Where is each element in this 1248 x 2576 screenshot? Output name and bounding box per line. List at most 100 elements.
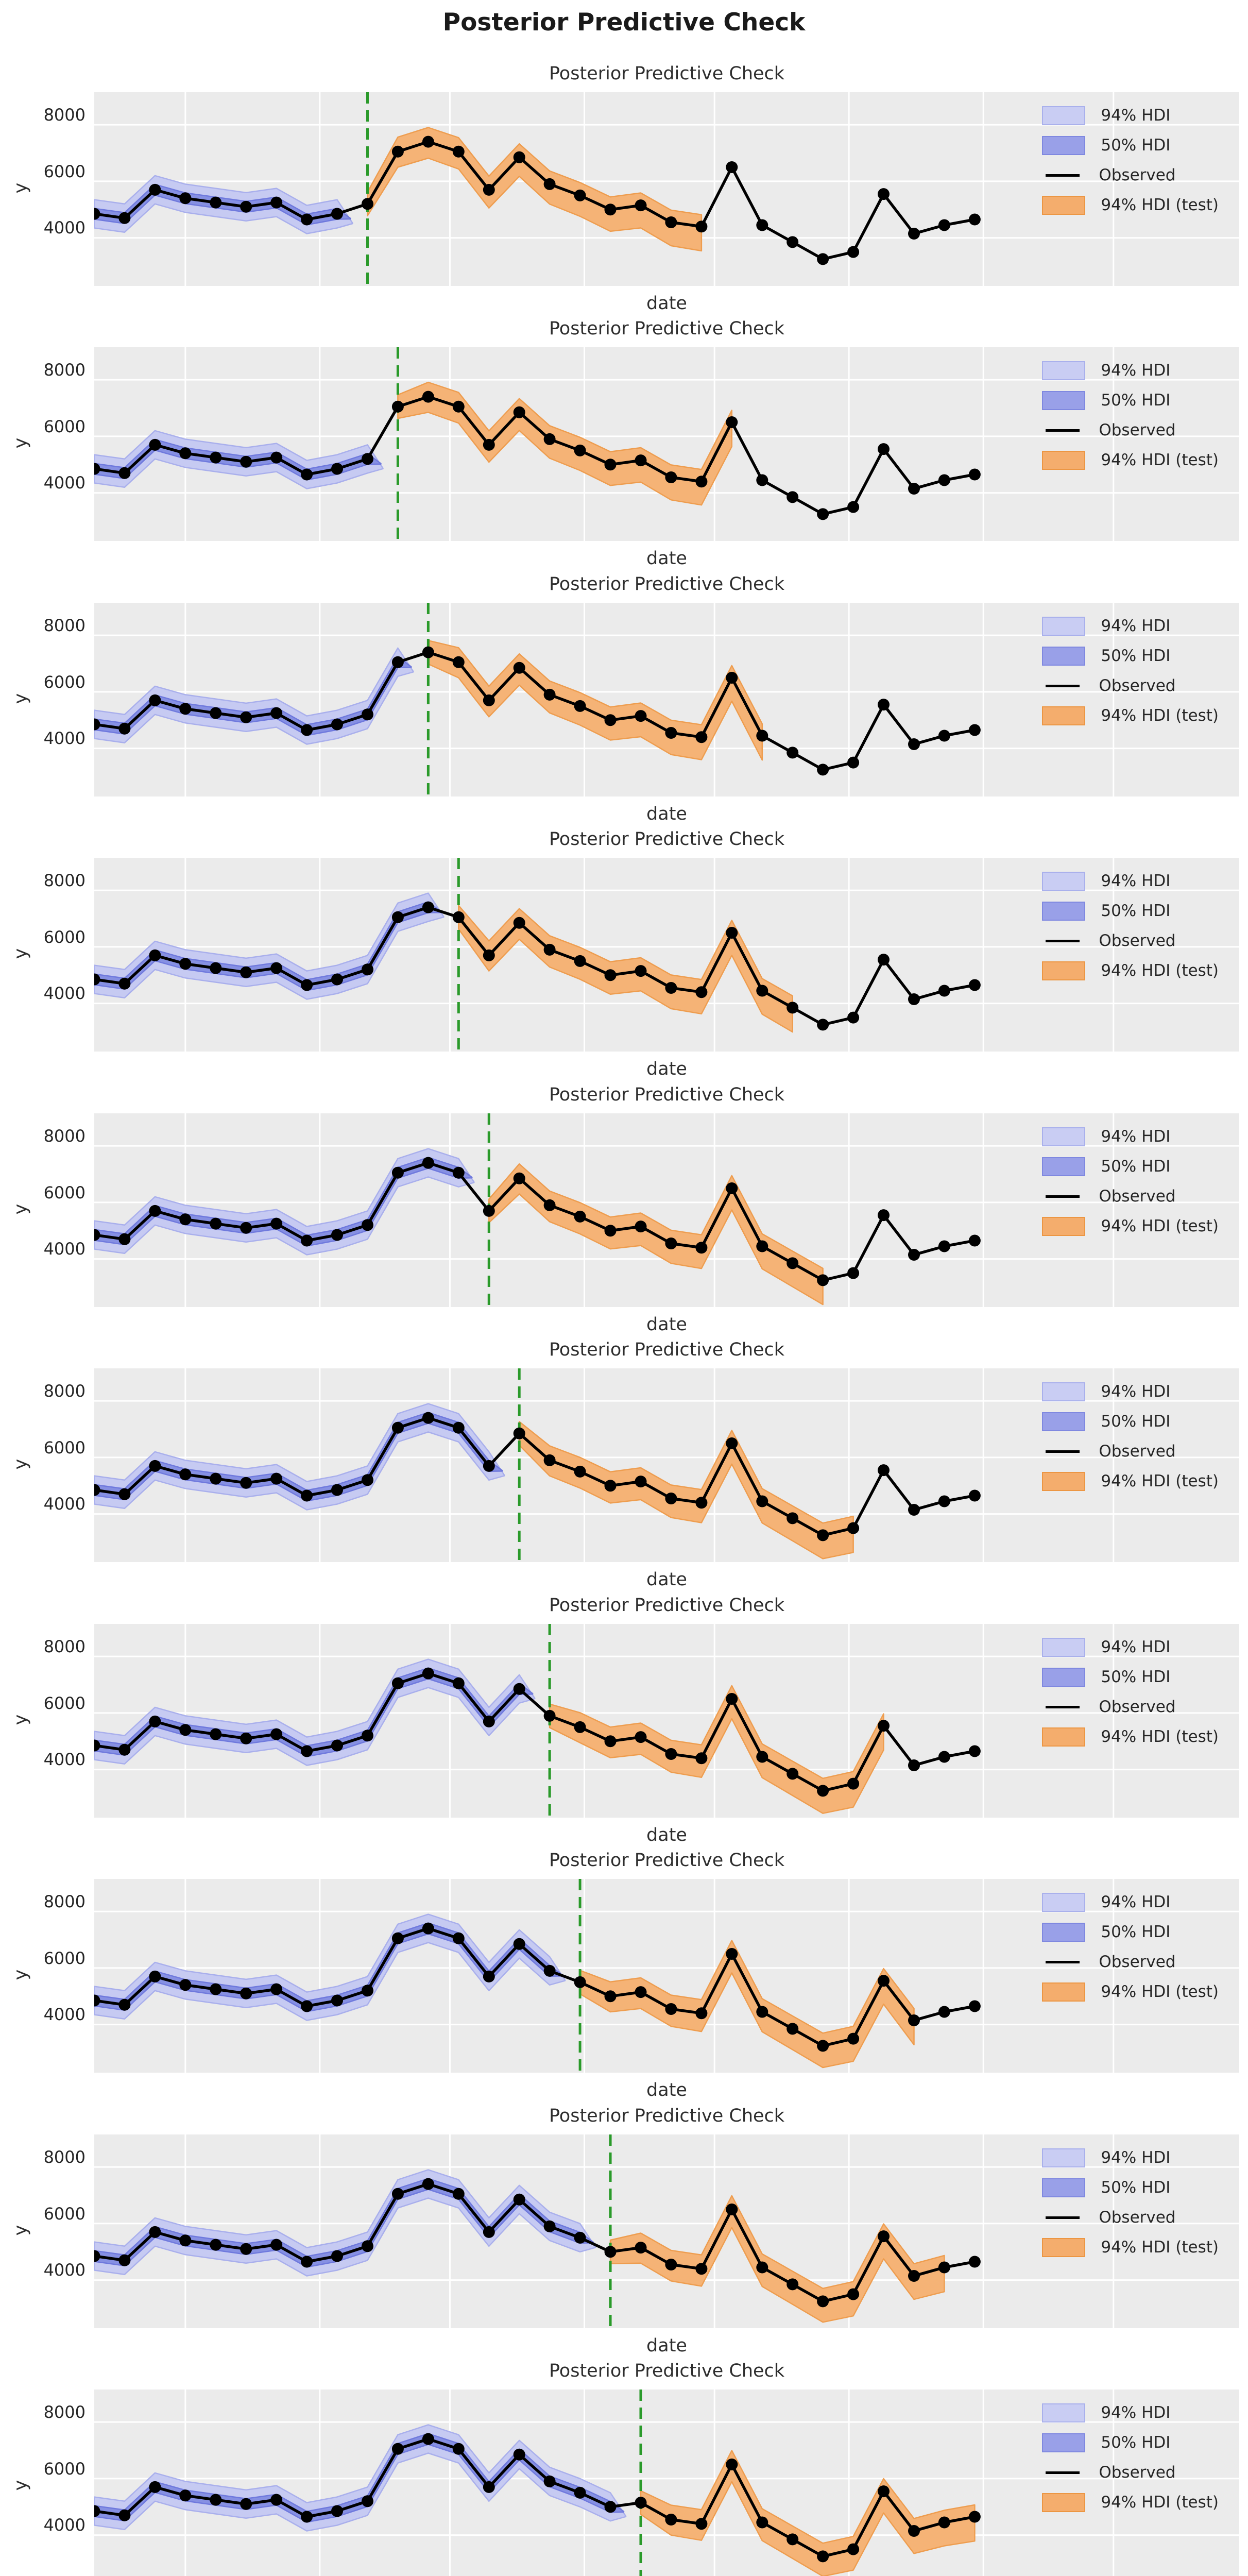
observed-point (968, 979, 981, 991)
observed-point (179, 958, 192, 970)
hdi50-swatch-icon (1042, 646, 1086, 666)
observed-point (270, 451, 283, 464)
legend-label-observed: Observed (1099, 676, 1176, 695)
observed-point (483, 1970, 495, 1982)
subplot: Posterior Predictive Check 8000 6000 400… (0, 572, 1248, 894)
observed-point (847, 1267, 860, 1279)
hdi50-swatch-icon (1042, 1667, 1086, 1687)
subplot: Posterior Predictive Check 8000 6000 400… (0, 1848, 1248, 2170)
plot-svg (94, 2134, 1239, 2328)
observed-point (847, 1011, 860, 1024)
y-tick-6000: 6000 (43, 2459, 86, 2479)
observed-point (817, 1785, 829, 1797)
observed-point (756, 1495, 768, 1507)
observed-point (331, 973, 343, 986)
legend-item-50-hdi: 50% HDI (1042, 901, 1219, 921)
observed-point (878, 699, 890, 711)
observed-point (179, 2489, 192, 2502)
observed-point (270, 196, 283, 209)
legend-label-observed: Observed (1099, 1187, 1176, 1206)
observed-point (787, 491, 799, 503)
observed-point (513, 917, 525, 929)
plot-area: 94% HDI 50% HDI Observed 94% HDI (test) (94, 1624, 1239, 1818)
subplot: Posterior Predictive Check 8000 6000 400… (0, 316, 1248, 638)
legend-label-94-hdi: 94% HDI (1101, 1893, 1171, 1911)
observed-point (210, 196, 222, 209)
observed-point (422, 901, 434, 913)
subplot-title: Posterior Predictive Check (549, 318, 785, 339)
observed-point (847, 1777, 860, 1790)
observed-point (574, 2231, 586, 2244)
observed-point (149, 694, 161, 706)
observed-point (635, 199, 647, 212)
observed-point (179, 447, 192, 460)
subplot: Posterior Predictive Check 8000 6000 400… (0, 1593, 1248, 1915)
subplot-title: Posterior Predictive Check (549, 1850, 785, 1871)
observed-point (968, 2256, 981, 2268)
observed-point (847, 756, 860, 769)
legend: 94% HDI 50% HDI Observed 94% HDI (test) (1042, 106, 1219, 225)
observed-point (604, 1480, 617, 1492)
legend-label-94-hdi-test: 94% HDI (test) (1101, 706, 1219, 725)
observed-point (452, 1421, 465, 1434)
observed-point (149, 1970, 161, 1982)
observed-point (331, 1484, 343, 1496)
legend-item-50-hdi: 50% HDI (1042, 1667, 1219, 1687)
observed-point (543, 178, 556, 190)
x-axis-label: date (646, 293, 687, 314)
legend-label-observed: Observed (1099, 2208, 1176, 2227)
observed-point (240, 2498, 252, 2510)
observed-point (604, 2246, 617, 2258)
observed-point (847, 2288, 860, 2300)
subplot: Posterior Predictive Check 8000 6000 400… (0, 2104, 1248, 2426)
legend-item-94-hdi-test: 94% HDI (test) (1042, 1216, 1219, 1236)
observed-point (604, 1990, 617, 2003)
hdi94-swatch-icon (1042, 1127, 1086, 1146)
observed-point (452, 1677, 465, 1689)
plot-svg (94, 1624, 1239, 1818)
observed-point (847, 2543, 860, 2555)
legend-label-94-hdi: 94% HDI (1101, 617, 1171, 635)
y-tick-8000: 8000 (43, 871, 86, 890)
hdi94-band (94, 647, 414, 745)
y-axis-label: y (10, 437, 31, 449)
observed-point (908, 1759, 920, 1771)
observed-point (878, 2230, 890, 2243)
observed-point (968, 1745, 981, 1757)
observed-point (94, 1994, 100, 2007)
observed-point (149, 949, 161, 961)
legend-label-94-hdi-test: 94% HDI (test) (1101, 1472, 1219, 1490)
y-axis-label: y (10, 1714, 31, 1725)
observed-point (240, 711, 252, 723)
observed-point (118, 1998, 131, 2011)
legend-label-94-hdi: 94% HDI (1101, 1127, 1171, 1146)
observed-point (179, 2234, 192, 2247)
legend-label-50-hdi: 50% HDI (1101, 647, 1171, 665)
hdi94-test-band (609, 2195, 945, 2323)
observed-point (391, 1932, 404, 1944)
observed-point (787, 236, 799, 248)
legend-label-94-hdi: 94% HDI (1101, 2148, 1171, 2167)
y-tick-4000: 4000 (43, 1494, 86, 1514)
observed-point (756, 1240, 768, 1252)
observed-point (543, 943, 556, 956)
observed-point (908, 993, 920, 1005)
hdi50-swatch-icon (1042, 2178, 1086, 2197)
observed-point (118, 467, 131, 479)
observed-point (665, 216, 677, 228)
observed-point (301, 1745, 313, 1757)
subplot-title: Posterior Predictive Check (549, 2361, 785, 2381)
observed-point (604, 714, 617, 726)
subplot-title: Posterior Predictive Check (549, 63, 785, 84)
y-tick-4000: 4000 (43, 984, 86, 1003)
observed-point (756, 2261, 768, 2274)
plot-svg (94, 347, 1239, 541)
observed-point (726, 416, 738, 428)
observed-point (513, 1427, 525, 1439)
observed-point (452, 911, 465, 923)
observed-point (149, 1460, 161, 1472)
observed-point (94, 2505, 100, 2517)
observed-point (391, 656, 404, 668)
observed-point (240, 966, 252, 978)
observed-point (149, 183, 161, 196)
